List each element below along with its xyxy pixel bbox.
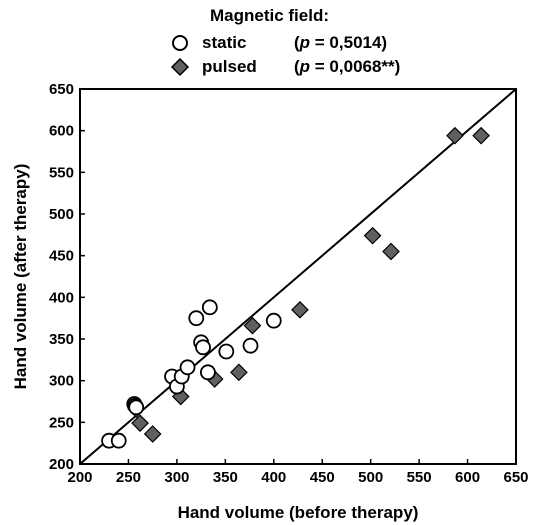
y-tick-label: 200 (49, 456, 74, 473)
pulsed-point (131, 414, 149, 433)
diamond-marker-icon (168, 56, 192, 78)
static-point (188, 310, 205, 327)
x-axis-label: Hand volume (before therapy) (178, 503, 419, 522)
pulsed-point (472, 126, 490, 145)
y-tick-label: 450 (49, 248, 74, 265)
x-tick-label: 500 (358, 469, 383, 486)
x-tick-label: 350 (213, 469, 238, 486)
y-tick-label: 650 (49, 81, 74, 98)
static-point (195, 339, 211, 356)
x-tick-label: 650 (503, 469, 528, 486)
pulsed-point (382, 242, 400, 261)
pulsed-series (127, 126, 490, 443)
y-tick-label: 600 (49, 123, 74, 140)
pulsed-point (243, 316, 262, 335)
y-tick-label: 350 (49, 331, 74, 348)
static-point (179, 359, 196, 376)
x-tick-label: 250 (116, 469, 141, 486)
y-axis-ticks: 200 250 300 350 400 450 500 550 600 650 (49, 81, 85, 473)
x-tick-label: 550 (407, 469, 432, 486)
identity-line (79, 88, 517, 465)
pulsed-point (291, 300, 309, 319)
legend-item-pulsed: pulsed (p = 0,0068**) (168, 56, 400, 78)
y-tick-label: 250 (49, 414, 74, 431)
legend-label-pulsed: pulsed (202, 57, 257, 76)
y-axis-label: Hand volume (after therapy) (11, 164, 30, 390)
static-point (242, 337, 259, 354)
x-tick-label: 300 (164, 469, 189, 486)
legend-label-static: static (202, 33, 247, 52)
static-point (199, 364, 216, 381)
static-point (265, 312, 282, 329)
static-point (218, 343, 235, 360)
legend-stat-pulsed: (p = 0,0068**) (294, 57, 401, 76)
static-point (128, 399, 145, 416)
plot-frame (79, 88, 517, 465)
x-tick-label: 450 (310, 469, 335, 486)
pulsed-point (230, 363, 248, 382)
x-axis-ticks: 200 250 300 350 400 450 500 550 600 650 (67, 459, 529, 486)
static-point (201, 299, 218, 316)
pulsed-point (143, 425, 162, 443)
y-tick-label: 400 (49, 289, 74, 306)
pulsed-point (363, 226, 382, 245)
static-point (110, 432, 127, 449)
y-tick-label: 300 (49, 373, 74, 390)
y-tick-label: 550 (49, 164, 74, 181)
legend-title: Magnetic field: (209, 6, 329, 25)
x-tick-label: 400 (261, 469, 286, 486)
static-series (101, 299, 282, 449)
circle-marker-icon (168, 32, 192, 54)
x-tick-label: 600 (455, 469, 480, 486)
legend-stat-static: (p = 0,5014) (294, 33, 388, 52)
legend-item-static: static (p = 0,5014) (168, 32, 387, 54)
pulsed-point (446, 126, 464, 145)
y-tick-label: 500 (49, 206, 74, 223)
x-tick-label: 200 (67, 469, 92, 486)
